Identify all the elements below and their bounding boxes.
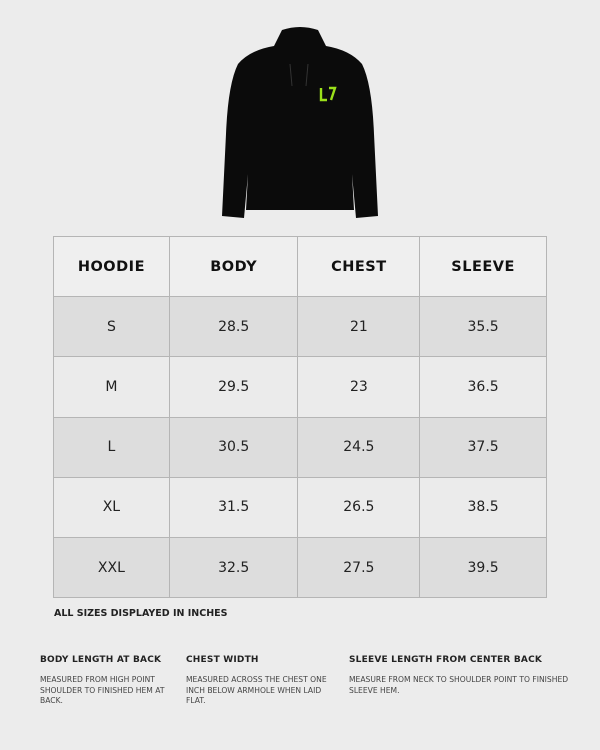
- chest-cell: 24.5: [297, 416, 421, 478]
- header-chest: CHEST: [297, 235, 421, 298]
- l7-logo: [319, 86, 337, 102]
- definition-title: SLEEVE LENGTH FROM CENTER BACK: [349, 655, 543, 665]
- table-row: XL 31.5 26.5 38.5: [53, 476, 547, 538]
- definition-chest-width: CHEST WIDTH MEASURED ACROSS THE CHEST ON…: [186, 655, 336, 707]
- units-note: ALL SIZES DISPLAYED IN INCHES: [54, 608, 228, 619]
- body-cell: 29.5: [168, 356, 299, 418]
- header-hoodie: HOODIE: [53, 235, 170, 298]
- chest-cell: 21: [297, 296, 421, 358]
- definition-sleeve-length: SLEEVE LENGTH FROM CENTER BACK MEASURE F…: [349, 655, 569, 696]
- sleeve-cell: 37.5: [419, 416, 547, 478]
- definition-title: BODY LENGTH AT BACK: [40, 655, 162, 665]
- body-cell: 32.5: [168, 536, 299, 599]
- definition-text: MEASURE FROM NECK TO SHOULDER POINT TO F…: [349, 675, 569, 695]
- chest-cell: 26.5: [297, 476, 421, 538]
- table-row: S 28.5 21 35.5: [53, 296, 547, 358]
- table-row: M 29.5 23 36.5: [53, 356, 547, 418]
- table-row: XXL 32.5 27.5 39.5: [53, 536, 547, 599]
- size-cell: M: [53, 356, 170, 418]
- header-sleeve: SLEEVE: [419, 235, 547, 298]
- size-cell: S: [53, 296, 170, 358]
- sleeve-cell: 38.5: [419, 476, 547, 538]
- chest-cell: 23: [297, 356, 421, 418]
- size-cell: L: [53, 416, 170, 478]
- size-cell: XL: [53, 476, 170, 538]
- body-cell: 28.5: [168, 296, 299, 358]
- sleeve-cell: 39.5: [419, 536, 547, 599]
- size-cell: XXL: [53, 536, 170, 599]
- size-chart-table: HOODIE BODY CHEST SLEEVE S 28.5 21 35.5 …: [53, 235, 547, 599]
- definition-text: MEASURED FROM HIGH POINT SHOULDER TO FIN…: [40, 675, 165, 705]
- hoodie-product-image: [222, 27, 378, 218]
- definition-text: MEASURED ACROSS THE CHEST ONE INCH BELOW…: [186, 675, 327, 705]
- body-cell: 31.5: [168, 476, 299, 538]
- body-cell: 30.5: [168, 416, 299, 478]
- table-header-row: HOODIE BODY CHEST SLEEVE: [53, 235, 547, 298]
- chest-cell: 27.5: [297, 536, 421, 599]
- definition-body-length: BODY LENGTH AT BACK MEASURED FROM HIGH P…: [40, 655, 175, 707]
- sleeve-cell: 35.5: [419, 296, 547, 358]
- sleeve-cell: 36.5: [419, 356, 547, 418]
- table-row: L 30.5 24.5 37.5: [53, 416, 547, 478]
- definition-title: CHEST WIDTH: [186, 655, 259, 665]
- header-body: BODY: [168, 235, 299, 298]
